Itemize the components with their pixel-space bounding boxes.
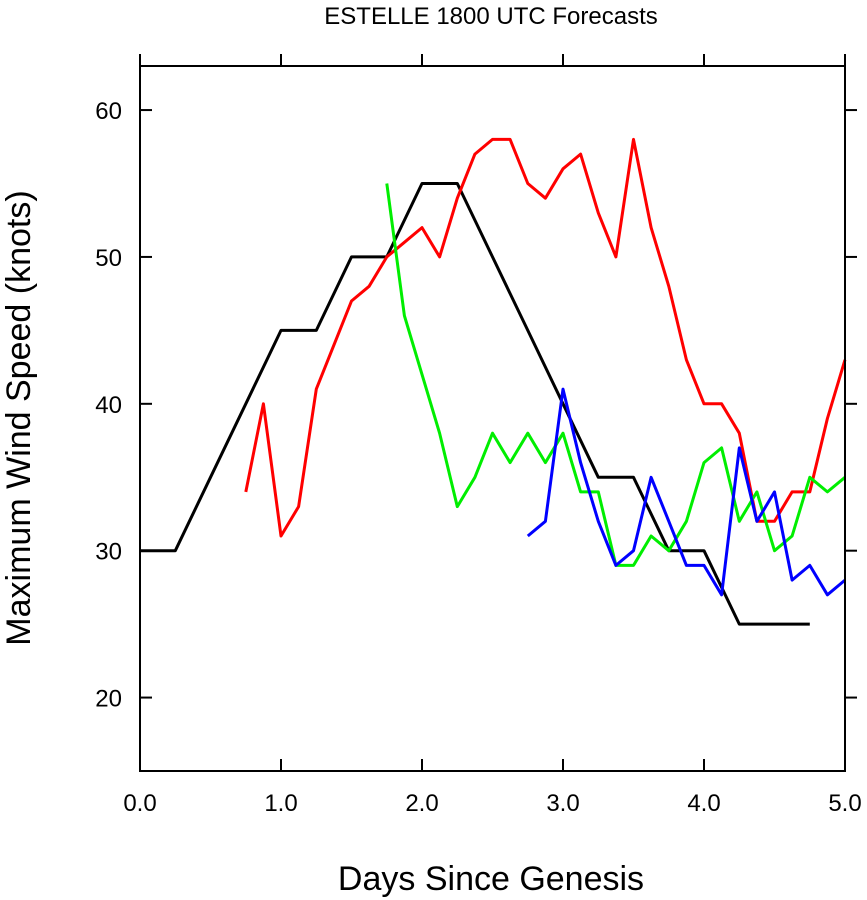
series-line-2 (244, 137, 847, 538)
plot-frame (139, 65, 846, 772)
x-axis-label: Days Since Genesis (338, 860, 644, 898)
x-tick-label: 1.0 (264, 790, 297, 817)
series-line-1 (140, 182, 810, 626)
x-tick-label: 0.0 (123, 790, 156, 817)
x-tick-label: 3.0 (546, 790, 579, 817)
y-tick-label: 30 (95, 539, 122, 566)
y-tick-label: 50 (95, 245, 122, 272)
series-line-4 (526, 387, 846, 597)
series-layer (140, 137, 847, 626)
y-tick-label: 40 (95, 392, 122, 419)
chart-title: ESTELLE 1800 UTC Forecasts (324, 3, 657, 30)
x-tick-label: 5.0 (828, 790, 861, 817)
x-tick-label: 4.0 (687, 790, 720, 817)
y-tick-label: 60 (95, 98, 122, 125)
x-tick-label: 2.0 (405, 790, 438, 817)
y-tick-label: 20 (95, 686, 122, 713)
y-axis-label: Maximum Wind Speed (knots) (0, 190, 38, 645)
ticks-layer: 0.0 1.0 2.0 3.0 4.0 5.0 20 30 40 50 60 (95, 54, 862, 817)
